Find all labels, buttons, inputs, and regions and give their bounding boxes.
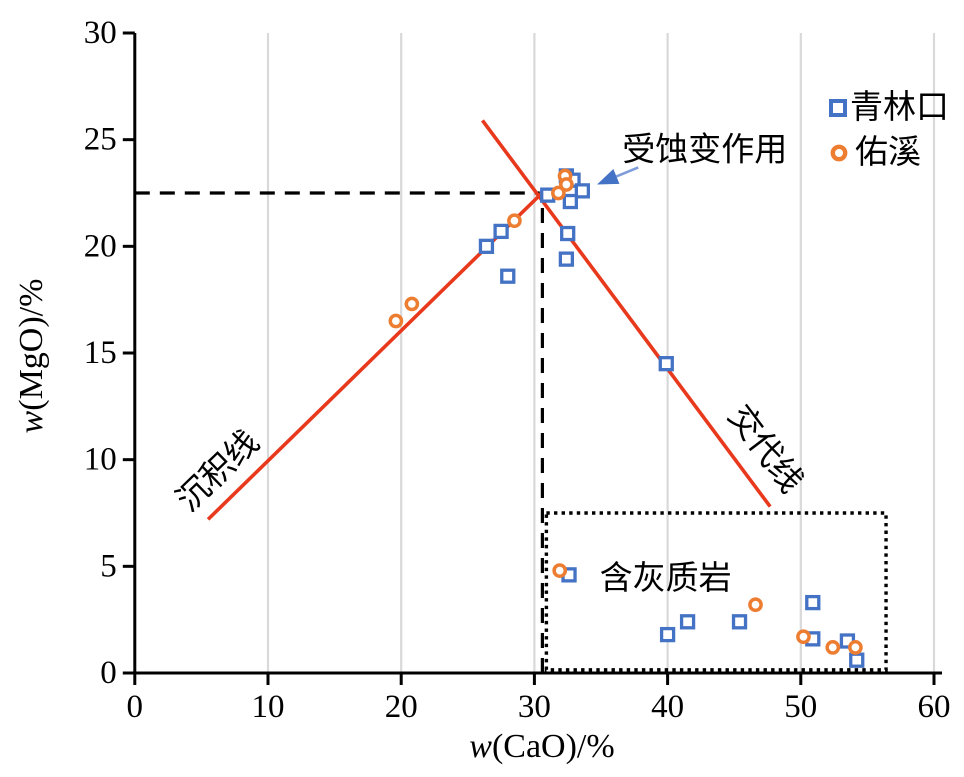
y-tick-label-25: 25 — [84, 122, 117, 158]
x-tick-label-0: 0 — [127, 689, 144, 725]
y-tick-label-5: 5 — [100, 548, 117, 584]
data-point-series-0 — [805, 594, 821, 611]
data-point-series-1 — [551, 185, 566, 201]
data-point-series-0 — [478, 238, 495, 254]
legend-marker-circle-icon — [830, 144, 848, 162]
data-points — [388, 168, 865, 668]
limestone-region-outline — [544, 511, 888, 672]
y-tick-label-30: 30 — [84, 15, 117, 51]
y-tick-label-20: 20 — [84, 228, 117, 264]
annotation-arrowhead-icon — [597, 169, 620, 185]
data-point-series-1 — [404, 296, 420, 312]
data-point-series-0 — [849, 652, 865, 668]
axes-and-ticks: 0 10 20 30 40 50 60 0 5 10 15 20 25 30 — [84, 15, 951, 725]
data-point-series-1 — [825, 640, 841, 655]
data-point-series-0 — [558, 251, 575, 267]
x-tick-label-40: 40 — [651, 689, 684, 725]
gridlines — [266, 33, 936, 673]
dotted-region-box — [544, 511, 888, 672]
y-axis-title: w(MgO)/% — [13, 279, 50, 434]
reference-line-1 — [481, 119, 772, 508]
data-point-series-0 — [574, 183, 591, 199]
x-axis-title: w(CaO)/% — [469, 728, 614, 765]
data-point-series-1 — [388, 313, 404, 329]
data-point-series-0 — [731, 614, 748, 630]
metasomatism-line-label: 交代线 — [721, 398, 810, 499]
annotation-arrow-line — [615, 166, 639, 178]
data-point-series-1 — [796, 629, 811, 645]
y-tick-label-0: 0 — [100, 655, 117, 691]
deposition-line-label: 沉积线 — [170, 424, 267, 519]
x-tick-label-50: 50 — [784, 689, 817, 725]
data-point-series-0 — [679, 614, 696, 630]
data-point-series-0 — [659, 626, 676, 643]
annotation-arrow — [597, 166, 639, 185]
alteration-annotation-label: 受蚀变作用 — [622, 131, 787, 168]
y-tick-label-10: 10 — [84, 442, 117, 478]
reference-lines — [206, 119, 772, 521]
data-point-series-0 — [500, 268, 516, 284]
data-point-series-0 — [658, 356, 674, 372]
data-point-series-0 — [562, 193, 579, 210]
limestone-region-label: 含灰质岩 — [600, 560, 732, 597]
x-tick-label-10: 10 — [252, 689, 285, 725]
legend-marker-square-icon — [829, 99, 847, 117]
data-point-series-1 — [559, 177, 574, 192]
legend-label-youxi: 佑溪 — [855, 134, 921, 171]
x-tick-label-60: 60 — [918, 689, 951, 725]
data-point-series-0 — [493, 223, 509, 240]
legend: 青林口 佑溪 — [829, 89, 949, 171]
data-point-series-1 — [507, 213, 522, 229]
data-point-series-1 — [848, 640, 863, 655]
data-point-series-1 — [748, 597, 763, 613]
data-point-series-0 — [560, 225, 576, 242]
dashed-guides — [134, 191, 544, 673]
x-tick-label-30: 30 — [518, 689, 551, 725]
data-point-series-1 — [552, 563, 568, 578]
x-tick-label-20: 20 — [385, 689, 418, 725]
legend-label-qinglinkou: 青林口 — [850, 89, 949, 126]
y-tick-label-15: 15 — [84, 335, 117, 371]
